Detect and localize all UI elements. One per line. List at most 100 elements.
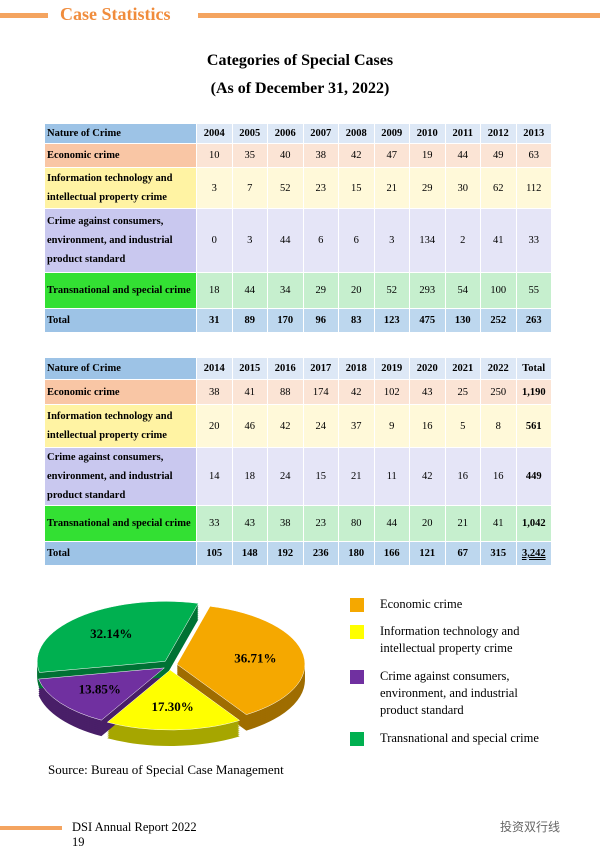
cell: 18 [196,272,233,309]
cell: 63 [515,143,552,168]
cell: 121 [409,541,446,566]
cell: 105 [196,541,233,566]
report-name: DSI Annual Report 2022 [72,820,197,834]
cell: 43 [231,505,268,542]
legend-swatch [350,598,364,612]
cell: 250 [480,379,517,405]
header-cell: 2016 [267,357,304,380]
cell: 38 [196,379,233,405]
header-cell: 2012 [480,123,517,144]
slice [106,669,241,731]
cell: 16 [409,404,446,448]
cell: 10 [196,143,233,168]
cell: 55 [515,272,552,309]
cell: 21 [338,447,375,506]
cell: 9 [373,404,410,448]
page-number: 19 [72,835,85,849]
row: Crime against consumers, environment, an… [44,208,552,273]
cell: 6 [302,208,339,273]
row: Total 105 148 192 236 180 166 121 67 315 3,242 [44,541,552,566]
cell: 123 [373,308,410,333]
cell: 0 [196,208,233,273]
cell: 174 [302,379,339,405]
row: Information technology and intellectual … [44,167,552,209]
cell: 80 [338,505,375,542]
cell: 166 [373,541,410,566]
cell: 35 [231,143,268,168]
table: Nature of Crime 2014 2015 2016 2017 2018 2019 2… [44,357,552,566]
legend-swatch [350,625,364,639]
row: Information technology and intellectual … [44,404,552,448]
cell: 11 [373,447,410,506]
cell: 1,042 [515,505,552,542]
footer-bar [0,826,62,830]
cell: 102 [373,379,410,405]
header-cell: 2013 [515,123,552,144]
slice [37,601,199,673]
header-cell: 2022 [480,357,517,380]
cell: 1,190 [515,379,552,405]
cell: 112 [515,167,552,209]
cell: 16 [444,447,481,506]
header-bar [0,13,48,18]
header-cell: 2017 [302,357,339,380]
cell: 449 [515,447,552,506]
cell: 41 [480,208,517,273]
header-cell: 2019 [373,357,410,380]
row: Transnational and special crime 18 44 34 29 2… [44,272,552,309]
row-label: Information technology and intellectual … [44,167,197,209]
cell: 38 [302,143,339,168]
slice-label: 13.85% [79,682,121,697]
row: Economic crime 38 41 88 174 42 102 43 25 250 1,190 [44,379,552,405]
header-cell: Total [515,357,552,380]
header-cell: 2011 [444,123,481,144]
legend-swatch [350,670,364,684]
legend-label: Transnational and special crime [380,731,539,745]
row-label: Crime against consumers, environment, an… [44,447,197,506]
cell: 100 [480,272,517,309]
cell: 23 [302,167,339,209]
cell: 24 [267,447,304,506]
cell: 21 [373,167,410,209]
header-bar [198,13,600,18]
cell: 5 [444,404,481,448]
legend-label: Crime against consumers, environment, an… [380,669,518,717]
cell: 475 [409,308,446,333]
cell: 15 [302,447,339,506]
cell: 54 [444,272,481,309]
source: Source: Bureau of Special Case Managemen… [48,762,284,777]
cell: 8 [480,404,517,448]
slice-label: 32.14% [90,626,132,641]
cell: 293 [409,272,446,309]
cell: 148 [231,541,268,566]
cell: 89 [231,308,268,333]
doc-subtitle: (As of December 31, 2022) [210,80,390,97]
header-cell: 2015 [231,357,268,380]
legend-label: Information technology and intellectual … [380,624,520,655]
row-label: Transnational and special crime [44,272,197,309]
cell: 6 [338,208,375,273]
row-label: Transnational and special crime [44,505,197,542]
cell: 3,242 [515,541,552,566]
header-row: Nature of Crime 2014 2015 2016 2017 2018 2019 2… [44,357,552,380]
cell: 44 [231,272,268,309]
cell: 37 [338,404,375,448]
cell: 15 [338,167,375,209]
header-cell: 2005 [231,123,268,144]
cell: 29 [409,167,446,209]
cell: 30 [444,167,481,209]
header-cell: 2006 [267,123,304,144]
cell: 180 [338,541,375,566]
pie-chart: 36.71% 17.30% 13.85% 32.14% [37,601,306,746]
cell: 2 [444,208,481,273]
cell: 7 [231,167,268,209]
header-cell: Nature of Crime [44,357,197,380]
cell: 3 [196,167,233,209]
cell: 19 [409,143,446,168]
cell: 34 [267,272,304,309]
cell: 83 [338,308,375,333]
cell: 33 [196,505,233,542]
doc-title: Categories of Special Cases [206,52,394,69]
cell: 44 [444,143,481,168]
